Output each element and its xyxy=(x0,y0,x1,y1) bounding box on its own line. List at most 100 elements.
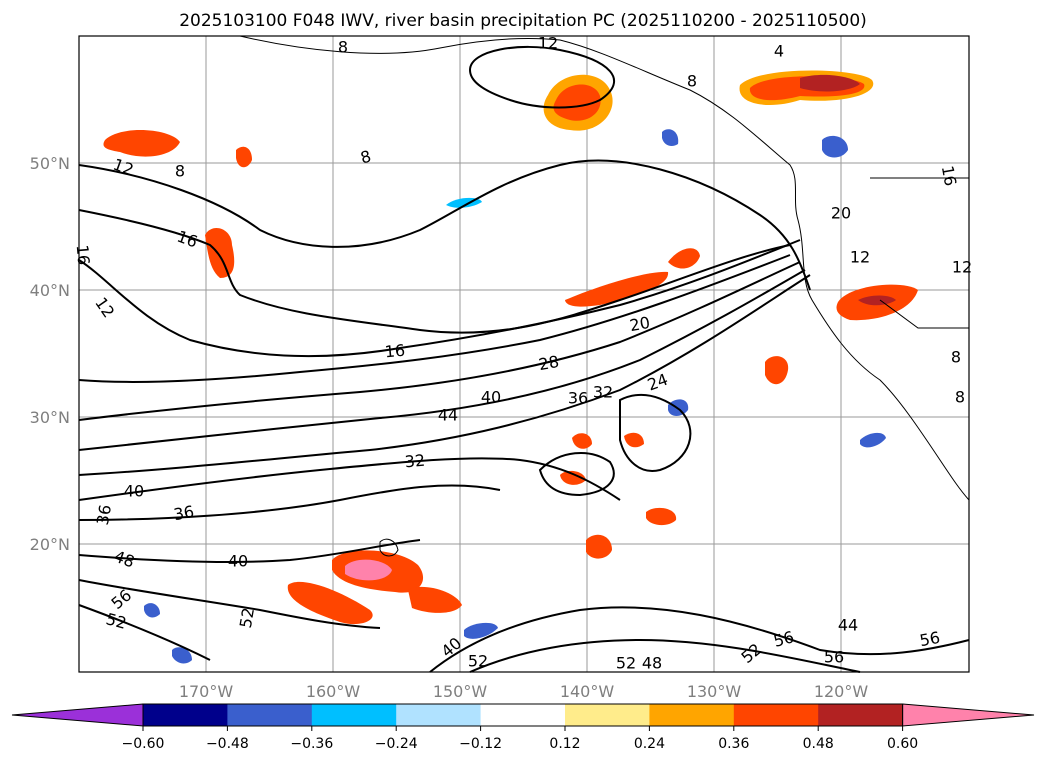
precip-negative-areas xyxy=(144,129,886,664)
map-frame xyxy=(78,35,970,673)
iwv-contours xyxy=(78,45,970,673)
precip-area-subtropic-5 xyxy=(560,470,586,485)
precip-area-hawaii-se xyxy=(408,586,462,613)
precip-area-bering xyxy=(103,130,180,157)
colorbar-segment xyxy=(818,704,904,726)
colorbar-label: 0.36 xyxy=(718,736,749,752)
contour-16 xyxy=(78,239,801,358)
contour-36 xyxy=(78,457,621,501)
contour-label: 40 xyxy=(228,552,248,571)
contour-label: 48 xyxy=(642,654,662,673)
lat-axis: 50°N 40°N 30°N 20°N xyxy=(30,154,70,554)
lon-tick-160w: 160°W xyxy=(306,682,361,701)
lon-tick-120w: 120°W xyxy=(814,682,869,701)
contour-label: 36 xyxy=(93,503,115,526)
precip-area-california-peak xyxy=(858,295,896,306)
lon-tick-140w: 140°W xyxy=(560,682,615,701)
contour-44 xyxy=(78,274,811,476)
contour-52b xyxy=(429,606,970,673)
contour-24-loop xyxy=(619,393,692,472)
contour-label: 52 xyxy=(616,654,636,673)
contour-label: 16 xyxy=(384,341,406,362)
contour-label: 56 xyxy=(824,648,844,667)
lon-tick-170w: 170°W xyxy=(179,682,234,701)
precip-area-subtropic-1 xyxy=(586,534,612,559)
precip-area-west xyxy=(205,227,235,278)
precip-neg-south xyxy=(464,622,498,639)
state-border xyxy=(879,299,969,329)
colorbar-label: −0.48 xyxy=(206,736,249,752)
colorbar-segment xyxy=(311,704,397,726)
contour-label: 44 xyxy=(838,616,858,635)
contour-label: 8 xyxy=(951,348,961,367)
colorbar-segment xyxy=(565,704,650,726)
colorbar-segment xyxy=(649,704,735,726)
contour-36b xyxy=(78,484,501,521)
precip-area-subtropic-3 xyxy=(572,433,592,449)
contour-label: 36 xyxy=(568,389,588,408)
precip-area-gulf-alaska-core xyxy=(553,84,601,121)
colorbar-label: −0.24 xyxy=(375,736,418,752)
contour-12 xyxy=(78,209,791,334)
contour-label: 36 xyxy=(172,502,195,524)
coastlines xyxy=(239,35,970,557)
colorbar-label: 0.24 xyxy=(634,736,665,752)
lat-tick-30n: 30°N xyxy=(30,408,70,427)
contour-label: 8 xyxy=(687,72,697,91)
contour-label: 12 xyxy=(952,258,972,277)
precip-area-hawaii-peak xyxy=(345,559,392,581)
precip-neg-sw xyxy=(144,603,160,618)
contour-label: 52 xyxy=(468,652,488,671)
contour-12-gulf xyxy=(468,45,615,109)
precip-area-ar-band xyxy=(565,271,669,307)
lon-tick-150w: 150°W xyxy=(433,682,488,701)
lat-tick-40n: 40°N xyxy=(30,281,70,300)
lat-tick-50n: 50°N xyxy=(30,154,70,173)
contour-label: 56 xyxy=(771,627,796,651)
lon-tick-130w: 130°W xyxy=(687,682,742,701)
contour-label: 52 xyxy=(236,606,258,629)
contour-label: 20 xyxy=(831,204,851,223)
contour-label: 52 xyxy=(104,609,129,633)
north-america-coastline xyxy=(239,35,970,501)
contour-label: 44 xyxy=(438,406,458,425)
colorbar-segment xyxy=(733,704,819,726)
contour-label: 4 xyxy=(774,42,784,61)
contour-32-loop xyxy=(538,452,615,497)
contour-8 xyxy=(78,159,811,291)
contour-56 xyxy=(469,638,861,673)
contour-48 xyxy=(78,579,381,629)
contour-label: 8 xyxy=(358,147,373,168)
colorbar-outline xyxy=(142,703,904,727)
contour-label: 32 xyxy=(593,383,613,402)
colorbar-segment xyxy=(480,704,566,726)
precip-neg-sw2 xyxy=(172,647,192,664)
contour-label: 56 xyxy=(918,628,941,650)
colorbar-label: −0.60 xyxy=(122,736,165,752)
contour-label: 12 xyxy=(850,248,870,267)
colorbar-label: −0.12 xyxy=(459,736,502,752)
map-background xyxy=(79,36,969,672)
hawaii-big-island xyxy=(379,538,399,557)
contour-label: 8 xyxy=(175,162,185,181)
contour-40 xyxy=(78,269,806,451)
contour-label: 28 xyxy=(537,352,560,374)
contour-label: 32 xyxy=(404,451,426,472)
precip-positive-areas xyxy=(103,70,918,625)
colorbar-extend-high xyxy=(902,703,1035,727)
contour-label: 16 xyxy=(938,164,960,187)
precip-area-subtropic-4 xyxy=(624,432,644,448)
precip-area-baja xyxy=(765,356,789,385)
contour-28 xyxy=(78,261,801,421)
precip-area-ar-tip xyxy=(668,248,700,269)
colorbar-extend-low xyxy=(11,703,144,727)
colorbar: −0.60 −0.48 −0.36 −0.24 −0.12 0.12 0.24 0.36 0.4… xyxy=(11,703,1035,752)
lat-tick-20n: 20°N xyxy=(30,535,70,554)
precip-neg-bc xyxy=(822,135,848,158)
contour-label: 40 xyxy=(481,388,501,407)
precip-area-aleutian xyxy=(236,146,252,168)
contour-label: 20 xyxy=(628,313,651,335)
contour-52 xyxy=(78,604,211,661)
figure-title: 2025103100 F048 IWV, river basin precipi… xyxy=(179,11,867,31)
